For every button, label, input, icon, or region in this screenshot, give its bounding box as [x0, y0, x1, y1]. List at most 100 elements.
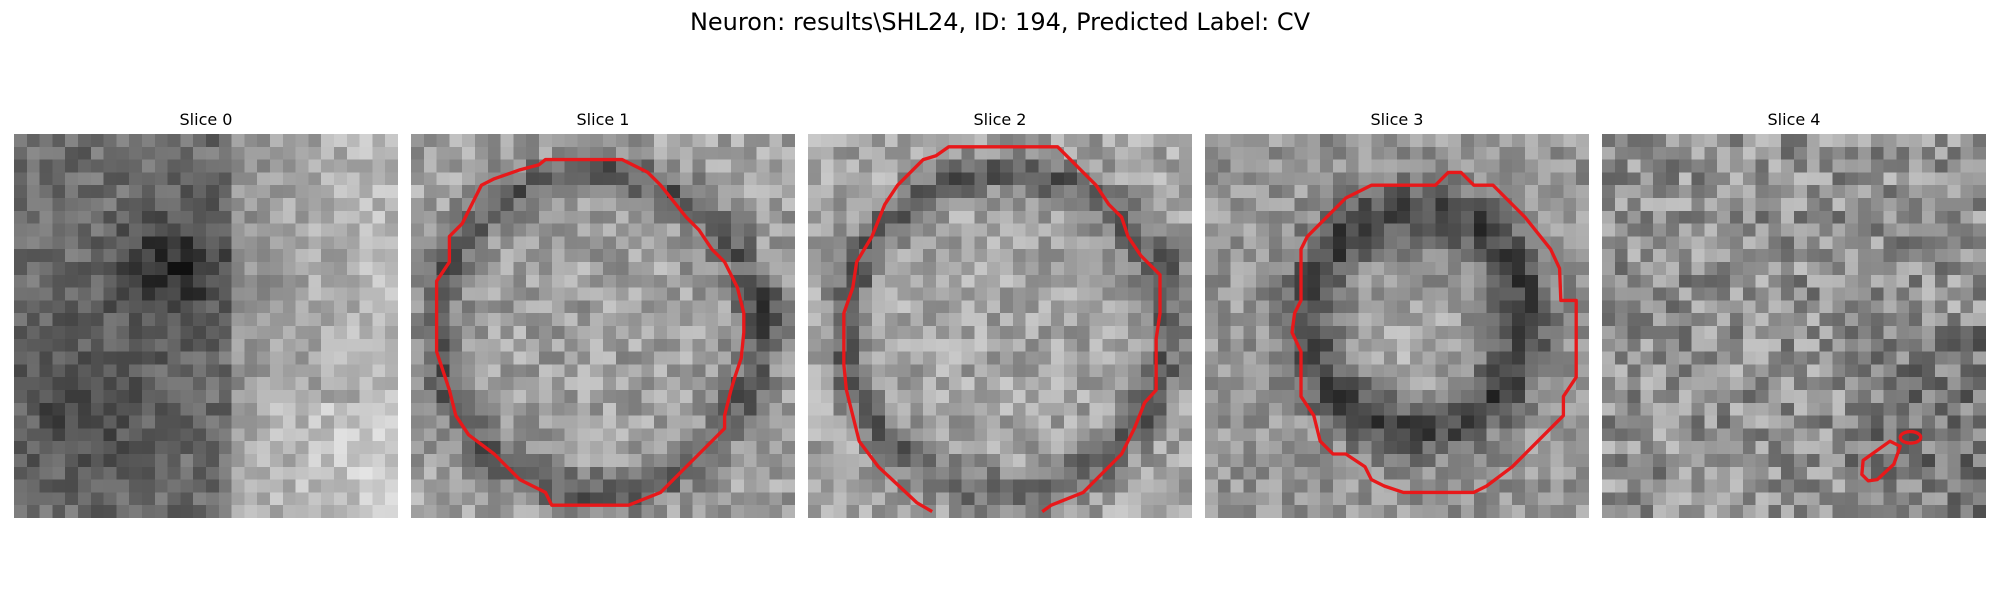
- pixel: [1550, 351, 1564, 365]
- pixel: [1448, 172, 1462, 186]
- pixel: [1602, 441, 1616, 455]
- pixel: [936, 274, 950, 288]
- pixel: [513, 198, 527, 212]
- pixel: [526, 300, 540, 314]
- pixel: [1768, 300, 1782, 314]
- pixel: [1051, 338, 1065, 352]
- pixel: [1051, 402, 1065, 416]
- pixel: [193, 428, 207, 442]
- pixel: [1742, 402, 1756, 416]
- pixel: [1269, 172, 1283, 186]
- pixel: [1384, 402, 1398, 416]
- pixel: [346, 236, 360, 250]
- pixel: [526, 338, 540, 352]
- pixel: [103, 441, 117, 455]
- pixel: [1627, 428, 1641, 442]
- pixel: [1102, 326, 1116, 340]
- pixel: [487, 134, 501, 148]
- pixel: [52, 274, 66, 288]
- pixel: [1627, 300, 1641, 314]
- pixel: [231, 402, 245, 416]
- pixel: [1730, 313, 1744, 327]
- pixel: [1819, 236, 1833, 250]
- pixel: [1781, 236, 1795, 250]
- pixel: [692, 210, 706, 224]
- pixel: [1614, 351, 1628, 365]
- pixel: [1051, 313, 1065, 327]
- pixel: [961, 146, 975, 160]
- pixel: [1153, 415, 1167, 429]
- pixel: [1512, 172, 1526, 186]
- pixel: [1320, 505, 1334, 518]
- pixel: [1435, 415, 1449, 429]
- pixel: [743, 185, 757, 199]
- pixel: [731, 210, 745, 224]
- pixel: [1858, 441, 1872, 455]
- pixel: [1896, 185, 1910, 199]
- pixel: [1973, 172, 1986, 186]
- pixel: [1422, 441, 1436, 455]
- pixel: [526, 441, 540, 455]
- pixel: [1294, 172, 1308, 186]
- pixel: [551, 274, 565, 288]
- pixel: [218, 172, 232, 186]
- pixel: [603, 377, 617, 391]
- pixel: [1012, 313, 1026, 327]
- pixel: [1051, 300, 1065, 314]
- pixel: [1409, 287, 1423, 301]
- pixel: [615, 338, 629, 352]
- pixel: [1025, 441, 1039, 455]
- pixel: [1358, 505, 1372, 518]
- pixel: [1666, 249, 1680, 263]
- pixel: [705, 223, 719, 237]
- pixel: [78, 210, 92, 224]
- pixel: [615, 479, 629, 493]
- pixel: [513, 428, 527, 442]
- pixel: [346, 415, 360, 429]
- pixel: [295, 364, 309, 378]
- pixel: [667, 492, 681, 506]
- pixel: [1000, 351, 1014, 365]
- pixel: [475, 479, 489, 493]
- pixel: [1960, 236, 1974, 250]
- pixel: [743, 134, 757, 148]
- pixel: [39, 390, 53, 404]
- pixel: [1461, 159, 1475, 173]
- pixel: [1115, 377, 1129, 391]
- pixel: [116, 390, 130, 404]
- pixel: [1076, 351, 1090, 365]
- pixel: [282, 198, 296, 212]
- pixel: [1717, 198, 1731, 212]
- pixel: [231, 492, 245, 506]
- pixel: [1076, 441, 1090, 455]
- pixel: [628, 287, 642, 301]
- pixel: [1499, 351, 1513, 365]
- pixel: [1678, 236, 1692, 250]
- pixel: [1550, 198, 1564, 212]
- pixel: [1576, 428, 1589, 442]
- pixel: [487, 159, 501, 173]
- pixel: [257, 249, 271, 263]
- pixel: [1717, 287, 1731, 301]
- pixel: [1345, 402, 1359, 416]
- pixel: [859, 428, 873, 442]
- pixel: [14, 390, 28, 404]
- pixel: [718, 466, 732, 480]
- pixel: [436, 441, 450, 455]
- pixel: [180, 415, 194, 429]
- pixel: [1371, 441, 1385, 455]
- pixel: [1000, 492, 1014, 506]
- pixel: [90, 466, 104, 480]
- pixel: [411, 479, 425, 493]
- pixel: [1537, 249, 1551, 263]
- pixel: [1000, 390, 1014, 404]
- pixel: [1730, 338, 1744, 352]
- pixel: [180, 134, 194, 148]
- pixel: [1448, 377, 1462, 391]
- pixel: [1461, 505, 1475, 518]
- pixel: [52, 479, 66, 493]
- pixel: [449, 159, 463, 173]
- pixel: [142, 134, 156, 148]
- pixel: [295, 441, 309, 455]
- pixel: [1448, 134, 1462, 148]
